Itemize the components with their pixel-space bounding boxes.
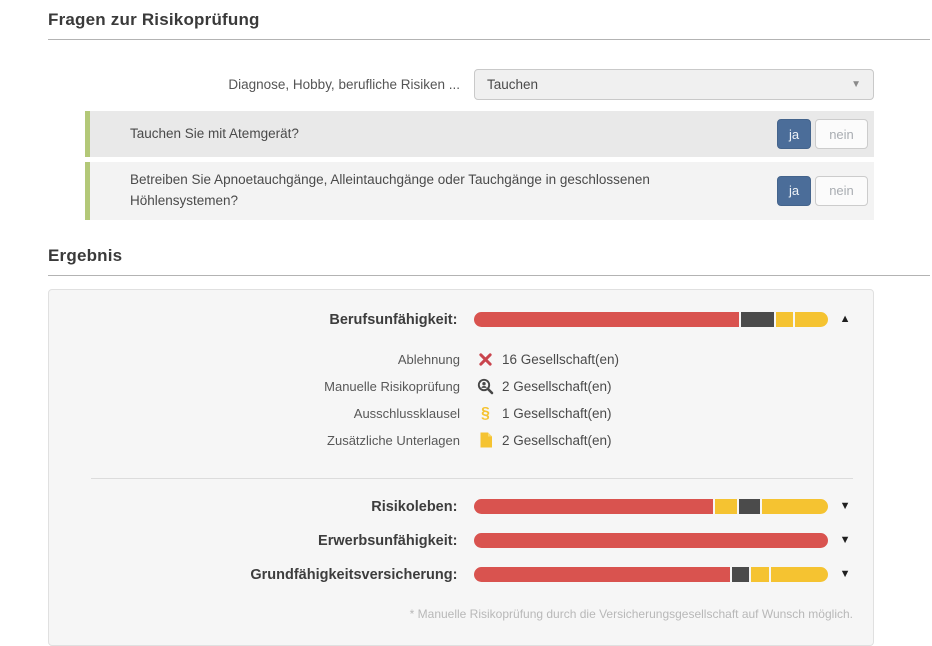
detail-label: Ablehnung (397, 351, 460, 367)
question-list: Tauchen Sie mit Atemgerät? ja nein Betre… (85, 111, 874, 220)
question-row: Betreiben Sie Apnoetauchgänge, Alleintau… (85, 162, 874, 220)
answer-buttons: ja nein (777, 175, 868, 206)
detail-count: 2 Gesellschaft(en) (502, 432, 612, 448)
result-title: Ergebnis (48, 245, 123, 265)
question-text: Tauchen Sie mit Atemgerät? (130, 125, 299, 141)
result-panel: Berufsunfähigkeit: ▲ Ablehnung 16 Gesell… (48, 288, 874, 646)
no-button[interactable]: nein (815, 119, 868, 149)
bar-segment-clause (776, 312, 794, 328)
bar-segment-decline (474, 533, 829, 549)
detail-row-ablehnung: Ablehnung 16 Gesellschaft(en) (69, 346, 853, 373)
bar-segment-docs (770, 567, 829, 583)
product-label: Risikoleben: (371, 498, 458, 515)
bar-segment-manual (741, 312, 775, 328)
panel-divider (91, 477, 853, 479)
reject-icon (477, 351, 494, 368)
bar-segment-decline (474, 567, 730, 583)
bar-segment-clause (714, 499, 738, 515)
manual-check-icon (477, 378, 494, 395)
section-divider (48, 274, 930, 276)
detail-row-zusaetzliche-unterlagen: Zusätzliche Unterlagen 2 Gesellschaft(en… (69, 427, 853, 454)
exclusion-clause-icon: § (481, 404, 490, 422)
bar-segment-manual (731, 567, 750, 583)
detail-count: 16 Gesellschaft(en) (502, 351, 620, 367)
product-row-grundfaehigkeitsversicherung: Grundfähigkeitsversicherung: ▼ (69, 567, 853, 583)
risk-category-selected-value: Tauchen (487, 77, 539, 92)
question-row: Tauchen Sie mit Atemgerät? ja nein (85, 111, 874, 157)
documents-icon (477, 432, 494, 449)
question-text: Betreiben Sie Apnoetauchgänge, Alleintau… (130, 172, 650, 208)
bar-segment-clause (751, 567, 769, 583)
bar-segment-decline (474, 312, 740, 328)
bar-segment-decline (474, 499, 713, 515)
bar-segment-docs (795, 312, 829, 328)
bar-segment-manual (739, 499, 761, 515)
product-label: Berufsunfähigkeit: (329, 311, 458, 328)
product-row-risikoleben: Risikoleben: ▼ (69, 499, 853, 515)
risk-category-row: Diagnose, Hobby, berufliche Risiken ... … (48, 69, 874, 100)
expand-arrow-icon[interactable]: ▼ (839, 500, 851, 513)
section-divider (48, 39, 930, 40)
product-row-berufsunfaehigkeit: Berufsunfähigkeit: ▲ (69, 312, 853, 328)
manual-check-footnote: * Manuelle Risikoprüfung durch die Versi… (409, 606, 853, 621)
detail-label: Zusätzliche Unterlagen (327, 432, 460, 448)
product-label: Erwerbsunfähigkeit: (318, 532, 458, 549)
risk-category-label: Diagnose, Hobby, berufliche Risiken ... (228, 77, 460, 92)
product-label: Grundfähigkeitsversicherung: (250, 566, 458, 583)
no-button[interactable]: nein (815, 175, 868, 206)
bar-segment-docs (762, 499, 829, 515)
risk-category-select[interactable]: Tauchen ▼ (474, 69, 874, 100)
detail-row-ausschlussklausel: Ausschlussklausel § 1 Gesellschaft(en) (69, 400, 853, 427)
expand-arrow-icon[interactable]: ▼ (839, 568, 851, 581)
risk-questions-title: Fragen zur Risikoprüfung (48, 10, 260, 29)
detail-label: Ausschlussklausel (353, 405, 460, 421)
detail-count: 1 Gesellschaft(en) (502, 405, 612, 421)
yes-button[interactable]: ja (777, 119, 811, 149)
result-bar (474, 499, 829, 515)
expand-arrow-icon[interactable]: ▼ (839, 534, 851, 547)
detail-row-manuelle-risikopruefung: Manuelle Risikoprüfung 2 Gesellschaft(en… (69, 373, 853, 400)
result-bar (474, 312, 829, 328)
product-row-erwerbsunfaehigkeit: Erwerbsunfähigkeit: ▼ (69, 533, 853, 549)
yes-button[interactable]: ja (777, 175, 811, 206)
answer-buttons: ja nein (777, 119, 868, 149)
chevron-down-icon: ▼ (851, 79, 861, 90)
collapse-arrow-icon[interactable]: ▲ (839, 313, 851, 326)
detail-label: Manuelle Risikoprüfung (324, 378, 460, 394)
product-details: Ablehnung 16 Gesellschaft(en) Manuelle R… (69, 346, 853, 454)
detail-count: 2 Gesellschaft(en) (502, 378, 612, 394)
result-bar (474, 567, 829, 583)
result-bar (474, 533, 829, 549)
